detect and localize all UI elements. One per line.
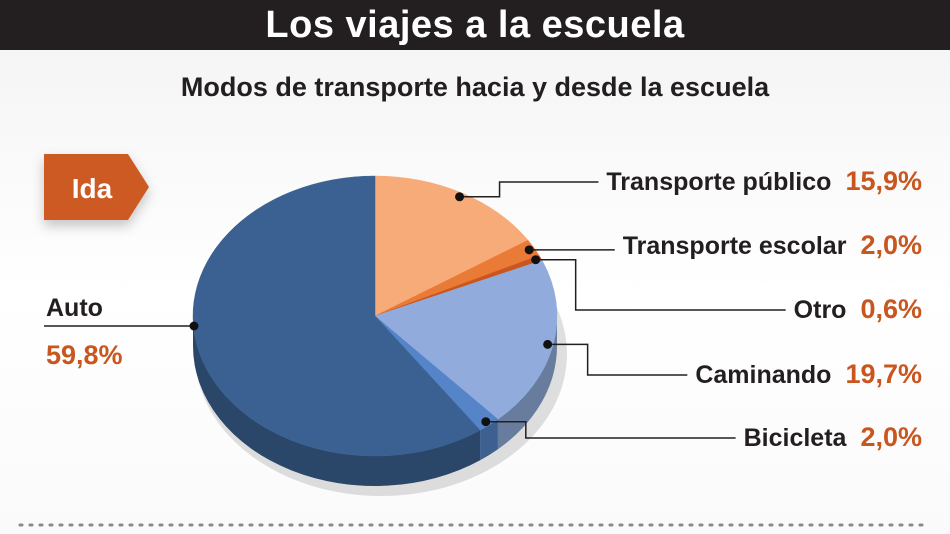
label-value-transporte-escolar: 2,0% [860, 230, 922, 260]
callout-line-caminando [547, 343, 688, 376]
label-value-otro: 0,6% [860, 294, 922, 324]
pie-side-bicicleta [480, 419, 498, 461]
callout-caminando: 19,7% Caminando [543, 339, 922, 389]
label-name-transporte-escolar: Transporte escolar [623, 232, 847, 260]
callout-line-transporte-publico [459, 181, 599, 198]
callout-dot-caminando [543, 339, 553, 349]
main-title: Los viajes a la escuela [265, 3, 685, 46]
callout-line-bicicleta [485, 420, 736, 439]
title-bar: Los viajes a la escuela [0, 0, 950, 50]
label-value-caminando: 19,7% [845, 359, 922, 389]
callout-transporte-escolar: 2,0% Transporte escolar [524, 230, 922, 260]
pie-layer [192, 175, 567, 496]
callout-dot-otro [531, 255, 541, 265]
label-name-otro: Otro [794, 296, 847, 324]
label-name-bicicleta: Bicicleta [744, 424, 848, 452]
callout-transporte-publico: 15,9% Transporte público [455, 166, 922, 202]
label-name-caminando: Caminando [695, 361, 831, 389]
callout-dot-auto [189, 321, 199, 331]
callout-layer: 15,9% Transporte público 2,0% Transporte es… [44, 166, 922, 452]
callout-bicicleta: 2,0% Bicicleta [481, 417, 922, 452]
pie-side-auto [193, 316, 481, 487]
pie-slice-caminando [374, 260, 558, 420]
pie-slice-auto [192, 175, 481, 457]
label-value-transporte-publico: 15,9% [845, 166, 922, 196]
label-name-transporte-publico: Transporte público [606, 168, 831, 196]
chart-subtitle: Modos de transporte hacia y desde la esc… [180, 72, 770, 102]
callout-otro: 0,6% Otro [531, 255, 922, 324]
callout-auto: Auto 59,8% [44, 294, 199, 370]
pie-side-caminando [497, 316, 557, 450]
callout-dot-bicicleta [481, 417, 491, 427]
callout-line-otro [535, 258, 786, 311]
label-value-bicicleta: 2,0% [860, 422, 922, 452]
ida-badge-arrow [44, 154, 149, 220]
ida-badge: Ida [44, 154, 149, 220]
callout-dot-transporte-escolar [524, 245, 534, 255]
label-value-auto: 59,8% [46, 340, 123, 370]
ida-badge-label: Ida [72, 173, 113, 204]
callout-dot-transporte-publico [455, 192, 465, 202]
label-name-auto: Auto [46, 294, 103, 322]
